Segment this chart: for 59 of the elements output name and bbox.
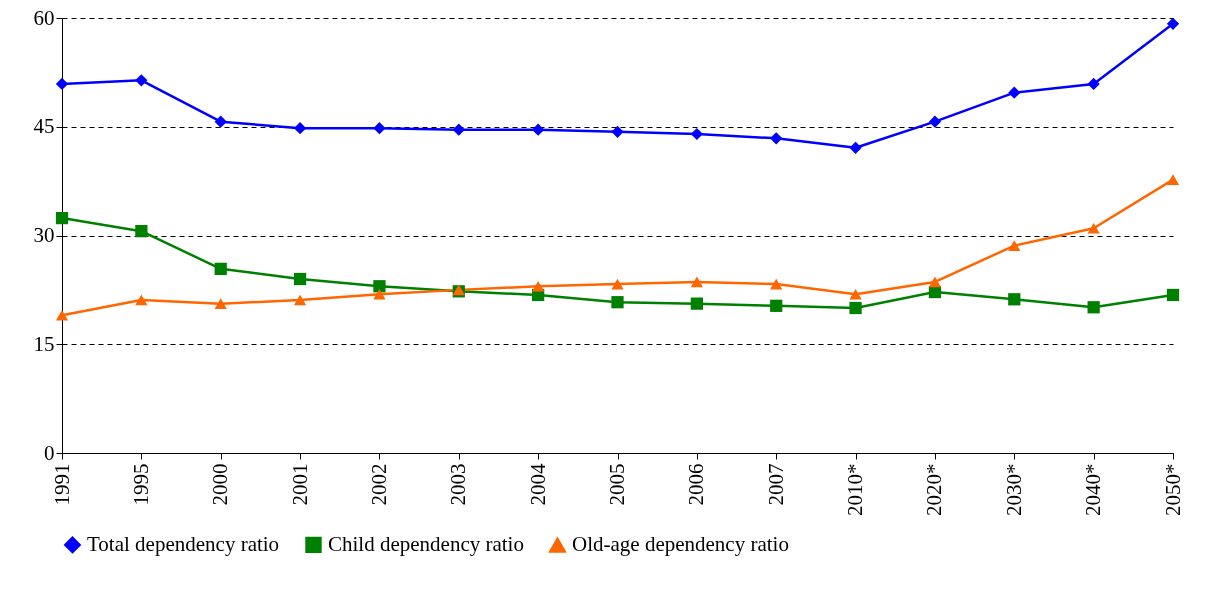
x-tick-label: 2005 bbox=[605, 463, 629, 506]
point bbox=[373, 122, 386, 135]
point bbox=[1166, 174, 1180, 185]
point bbox=[690, 297, 703, 310]
point bbox=[532, 123, 545, 136]
point bbox=[770, 132, 783, 145]
x-tick-label: 2006 bbox=[684, 463, 709, 506]
point bbox=[1008, 240, 1021, 251]
point bbox=[1008, 293, 1021, 306]
x-tick-label: 2050* bbox=[1160, 463, 1185, 516]
x-tick-label: 2030* bbox=[1001, 463, 1026, 516]
point bbox=[928, 285, 942, 299]
point bbox=[928, 115, 942, 128]
x-tick-label: 2003 bbox=[446, 463, 471, 506]
point bbox=[1166, 288, 1180, 302]
y-tick-label: 0 bbox=[44, 440, 55, 465]
y-tick-label: 30 bbox=[33, 223, 55, 247]
point bbox=[690, 127, 703, 141]
point bbox=[55, 77, 69, 91]
point bbox=[532, 280, 545, 292]
x-tick-label: 2001 bbox=[287, 463, 312, 506]
point bbox=[770, 278, 783, 290]
x-tick-label: 2004 bbox=[525, 463, 550, 506]
x-tick-label: 1991 bbox=[49, 463, 74, 506]
point bbox=[849, 301, 862, 315]
y-tick-label: 15 bbox=[33, 331, 55, 356]
point bbox=[135, 225, 148, 238]
x-tick-label: 2010* bbox=[843, 463, 868, 516]
point bbox=[1087, 77, 1100, 91]
point bbox=[849, 141, 862, 154]
point bbox=[293, 272, 307, 286]
point bbox=[214, 115, 227, 128]
x-tick-label: 2000 bbox=[208, 463, 233, 506]
x-tick-label: 2007 bbox=[763, 463, 788, 506]
point bbox=[373, 280, 386, 293]
point bbox=[611, 125, 624, 138]
point bbox=[214, 262, 227, 275]
point bbox=[55, 211, 69, 225]
point bbox=[770, 299, 783, 312]
point bbox=[1166, 17, 1180, 30]
point bbox=[1087, 301, 1100, 314]
point bbox=[611, 296, 624, 309]
x-tick-label: 2040* bbox=[1081, 463, 1106, 516]
x-tick-label: 1995 bbox=[128, 463, 153, 506]
x-tick-label: 2020* bbox=[922, 463, 947, 516]
point bbox=[1008, 86, 1021, 99]
y-tick-label: 45 bbox=[33, 114, 55, 139]
point bbox=[293, 294, 307, 306]
legend-label: Total dependency ratio bbox=[87, 531, 280, 556]
point bbox=[293, 122, 307, 135]
point bbox=[214, 298, 227, 309]
legend-label: Child dependency ratio bbox=[328, 531, 524, 556]
y-tick-label: 60 bbox=[33, 5, 55, 30]
point bbox=[55, 309, 69, 321]
point bbox=[928, 276, 942, 288]
x-tick-label: 2002 bbox=[366, 463, 391, 506]
point bbox=[690, 276, 703, 288]
point bbox=[452, 123, 465, 136]
legend-label: Old-age dependency ratio bbox=[572, 532, 789, 557]
